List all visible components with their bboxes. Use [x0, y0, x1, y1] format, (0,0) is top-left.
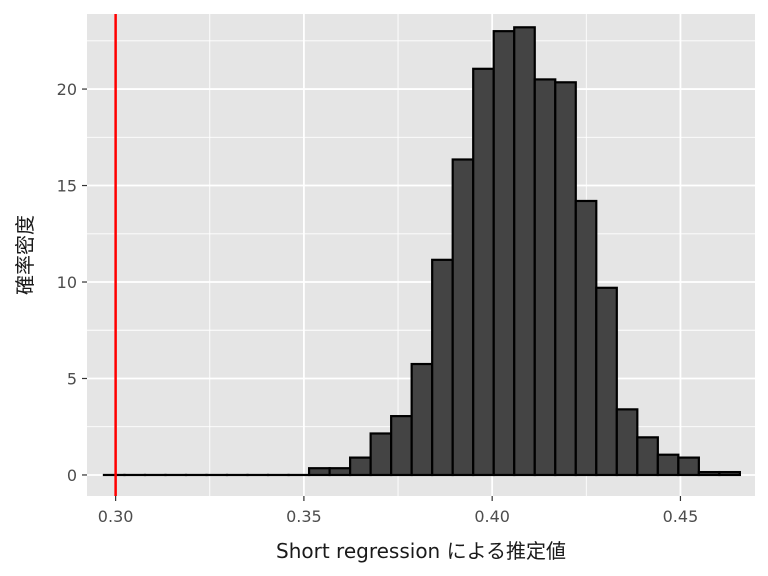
y-tick-label: 15: [57, 177, 77, 196]
histogram-bars: [102, 26, 741, 477]
histogram-bar: [656, 453, 680, 477]
histogram-bar: [307, 467, 331, 477]
y-tick-label: 0: [67, 466, 77, 485]
histogram-bar: [554, 81, 577, 477]
x-axis: 0.30 0.35 0.40 0.45: [98, 496, 698, 526]
histogram-bar: [431, 258, 454, 477]
histogram-bar: [697, 470, 721, 477]
histogram-bar: [533, 78, 557, 477]
histogram-bar: [677, 456, 700, 477]
histogram-bar: [513, 26, 536, 477]
x-axis-title: Short regression による推定値: [276, 539, 566, 563]
histogram-bar: [492, 30, 516, 477]
histogram-bar: [410, 362, 434, 477]
histogram-bar: [390, 415, 413, 477]
x-tick-label: 0.40: [474, 507, 510, 526]
histogram-bar: [718, 470, 741, 477]
y-axis: 0 5 10 15 20: [57, 80, 87, 485]
x-tick-label: 0.35: [286, 507, 322, 526]
histogram-bar: [636, 436, 659, 477]
histogram-bar: [574, 199, 598, 477]
histogram-bar: [349, 456, 372, 477]
histogram-bar: [472, 67, 495, 477]
histogram-bar: [451, 158, 475, 477]
y-tick-label: 20: [57, 80, 77, 99]
x-tick-label: 0.30: [98, 507, 134, 526]
y-axis-title: 確率密度: [13, 215, 37, 295]
histogram-bar: [615, 408, 639, 477]
histogram-bar: [369, 432, 393, 477]
y-tick-label: 10: [57, 273, 77, 292]
y-tick-label: 5: [67, 369, 77, 388]
histogram-bar: [595, 286, 618, 477]
histogram-bar: [328, 467, 352, 477]
x-tick-label: 0.45: [663, 507, 699, 526]
